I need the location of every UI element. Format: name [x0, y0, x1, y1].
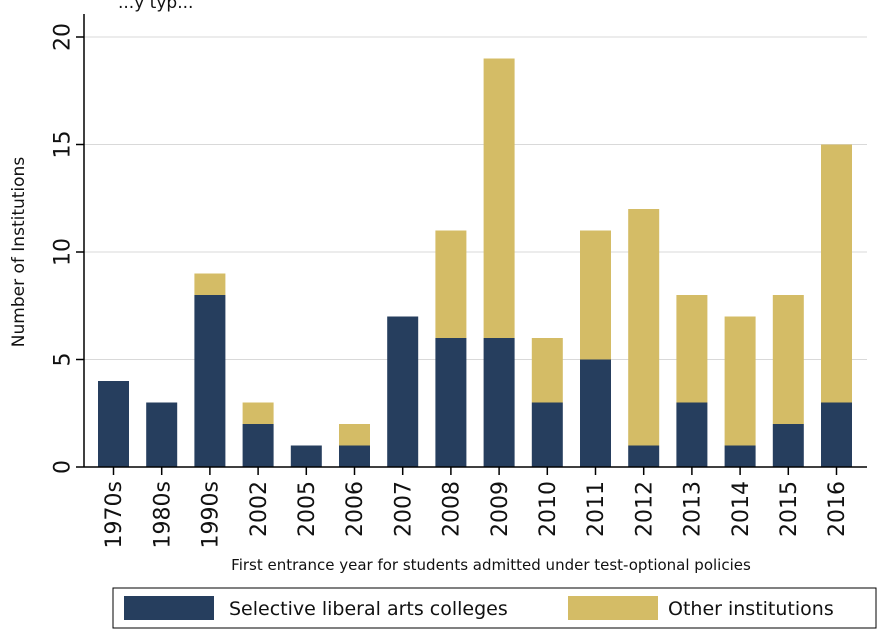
x-tick-label-2013: 2013 [681, 481, 706, 537]
x-tick-label-1990s: 1990s [199, 481, 224, 548]
bar-selective-1980s [146, 402, 178, 467]
x-tick-label-2002: 2002 [247, 481, 272, 537]
x-tick-label-1980s: 1980s [150, 481, 175, 548]
bar-selective-2015 [772, 424, 804, 467]
legend-swatch-other [568, 596, 658, 620]
x-tick-label-2006: 2006 [343, 481, 368, 537]
bar-selective-1970s [98, 381, 129, 467]
bar-other-2016 [821, 144, 852, 403]
bar-selective-2014 [724, 445, 756, 467]
bar-selective-2005 [290, 445, 322, 467]
bar-selective-1990s [194, 295, 226, 467]
legend-label-other: Other institutions [668, 598, 834, 620]
bar-other-2014 [724, 316, 756, 446]
y-axis-title: Number of Institutions [9, 157, 29, 348]
legend-label-selective: Selective liberal arts colleges [229, 598, 508, 620]
x-tick-label-2009: 2009 [488, 481, 513, 537]
x-tick-label-2015: 2015 [777, 481, 802, 537]
x-tick-label-2005: 2005 [295, 481, 320, 537]
bar-other-2009 [483, 58, 515, 338]
bar-selective-2013 [676, 402, 708, 467]
bars [98, 58, 852, 467]
bar-selective-2002 [242, 424, 274, 467]
legend-swatch-selective [124, 596, 214, 620]
bar-selective-2009 [483, 338, 515, 467]
y-tick-label-10: 10 [51, 238, 76, 266]
bar-other-2013 [676, 295, 708, 403]
legend: Selective liberal arts colleges Other in… [112, 587, 877, 629]
x-tick-label-2012: 2012 [632, 481, 657, 537]
bar-selective-2006 [339, 445, 370, 467]
bar-other-1990s [194, 273, 226, 295]
chart-top-fragment: ...y typ... [118, 0, 193, 13]
bar-selective-2011 [580, 359, 611, 467]
x-tick-label-2014: 2014 [729, 481, 754, 537]
bar-selective-2010 [531, 402, 563, 467]
bar-other-2010 [531, 338, 563, 403]
bar-selective-2007 [387, 316, 419, 467]
bar-other-2008 [435, 230, 467, 338]
x-tick-label-2011: 2011 [584, 481, 609, 537]
x-tick-label-2007: 2007 [391, 481, 416, 537]
x-tick-label-2016: 2016 [825, 481, 850, 537]
bar-other-2012 [628, 209, 660, 446]
bar-other-2015 [772, 295, 804, 424]
bar-other-2011 [580, 230, 611, 360]
x-tick-label-1970s: 1970s [102, 481, 127, 548]
bar-selective-2012 [628, 445, 660, 467]
bar-other-2002 [242, 402, 274, 424]
x-tick-label-2008: 2008 [440, 481, 465, 537]
y-tick-label-5: 5 [51, 353, 76, 367]
y-axis: 0 5 10 15 20 [51, 14, 85, 474]
x-axis-title: First entrance year for students admitte… [231, 556, 751, 574]
y-tick-label-15: 15 [51, 131, 76, 159]
bar-other-2006 [339, 424, 370, 446]
bar-selective-2008 [435, 338, 467, 467]
legend-frame [112, 587, 877, 629]
y-tick-label-20: 20 [51, 23, 76, 51]
x-tick-label-2010: 2010 [536, 481, 561, 537]
x-axis: 1970s 1980s 1990s 2002 2005 2006 2007 2008 2009 2… [84, 466, 867, 548]
y-tick-label-0: 0 [51, 460, 76, 474]
bar-selective-2016 [821, 402, 852, 467]
